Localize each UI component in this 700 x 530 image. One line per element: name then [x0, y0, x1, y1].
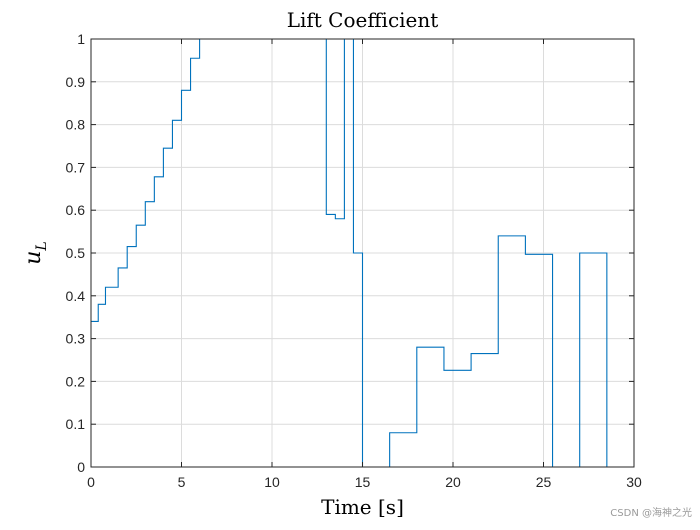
x-axis-label: Time [s] [321, 495, 404, 519]
watermark: CSDN @海神之光 [610, 508, 692, 519]
y-tick-label: 0.8 [66, 117, 86, 133]
y-tick-label: 0.1 [66, 416, 86, 432]
y-tick-label: 0.4 [66, 288, 86, 304]
x-tick-label: 30 [626, 474, 642, 490]
y-tick-label: 1 [77, 31, 85, 47]
y-tick-label: 0 [77, 459, 85, 475]
x-tick-label: 10 [264, 474, 280, 490]
y-tick-label: 0.9 [66, 74, 86, 90]
y-axis-label: uL [21, 241, 50, 264]
y-tick-label: 0.5 [66, 245, 86, 261]
x-tick-label: 15 [355, 474, 371, 490]
x-tick-label: 0 [87, 474, 95, 490]
x-tick-label: 20 [445, 474, 461, 490]
x-tick-label: 25 [536, 474, 552, 490]
series-line [91, 38, 634, 468]
ticks: 0 5 10 15 20 25 30 0 0.1 0.2 0.3 0.4 0.5 0.6 0.7 0.8 0.9… [66, 31, 642, 490]
y-tick-label: 0.6 [66, 202, 86, 218]
chart-title: Lift Coefficient [287, 8, 439, 32]
series-layer [91, 38, 634, 468]
y-tick-label: 0.3 [66, 331, 86, 347]
y-axis-label-subscript: L [34, 241, 50, 251]
x-tick-label: 5 [178, 474, 186, 490]
y-axis-label-base: u [21, 251, 46, 265]
y-tick-label: 0.7 [66, 159, 86, 175]
y-tick-label: 0.2 [66, 373, 86, 389]
